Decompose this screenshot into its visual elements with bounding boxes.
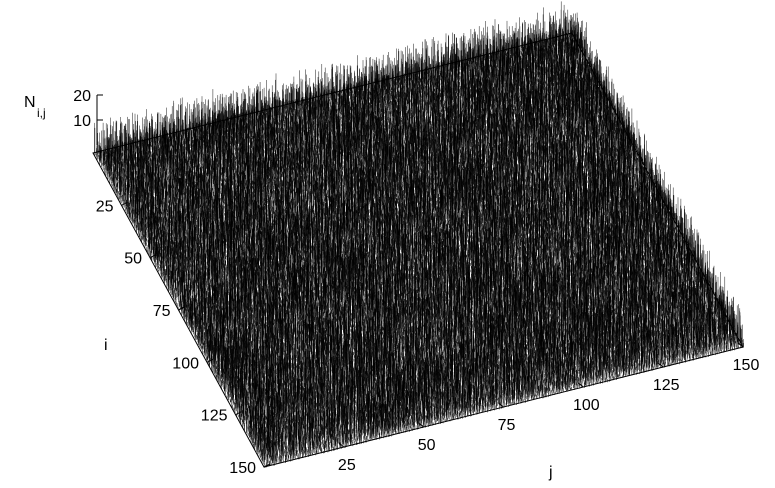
y-tick-mark [206, 358, 214, 363]
y-tick-mark [178, 306, 185, 311]
y-tick-label: 125 [201, 408, 228, 425]
x-tick-mark [578, 382, 584, 388]
y-axis-ticks: 25 50 75 100 125 150 [96, 198, 271, 477]
surface-spikes [94, 1, 744, 468]
z-tick-label: 10 [73, 113, 91, 130]
y-tick-mark [263, 463, 271, 468]
y-axis-label: i [104, 337, 108, 354]
x-tick-mark [737, 342, 744, 348]
x-tick-label: 100 [573, 397, 600, 414]
x-tick-mark [657, 362, 664, 368]
y-tick-mark [121, 201, 128, 206]
surface-impulses [94, 1, 744, 468]
z-axis-label-subscript: i,j [37, 106, 46, 120]
x-axis-label: j [548, 464, 553, 481]
y-tick-label: 150 [229, 460, 256, 477]
x-tick-label: 25 [338, 457, 356, 474]
y-tick-label: 100 [172, 355, 199, 372]
y-tick-mark [149, 254, 157, 259]
z-tick-label: 20 [73, 88, 91, 105]
x-tick-mark [338, 442, 345, 448]
y-tick-mark [235, 411, 242, 416]
x-tick-label: 150 [733, 357, 760, 374]
x-tick-label: 50 [418, 437, 436, 454]
y-tick-label: 75 [153, 303, 171, 320]
x-tick-label: 125 [653, 377, 680, 394]
z-axis-label: N [24, 94, 36, 111]
y-tick-label: 25 [96, 198, 114, 215]
x-axis-ticks: 25 50 75 100 125 150 [338, 342, 760, 474]
y-tick-label: 50 [124, 251, 142, 268]
x-tick-mark [498, 402, 504, 408]
x-tick-label: 75 [498, 417, 516, 434]
x-tick-mark [418, 422, 424, 428]
